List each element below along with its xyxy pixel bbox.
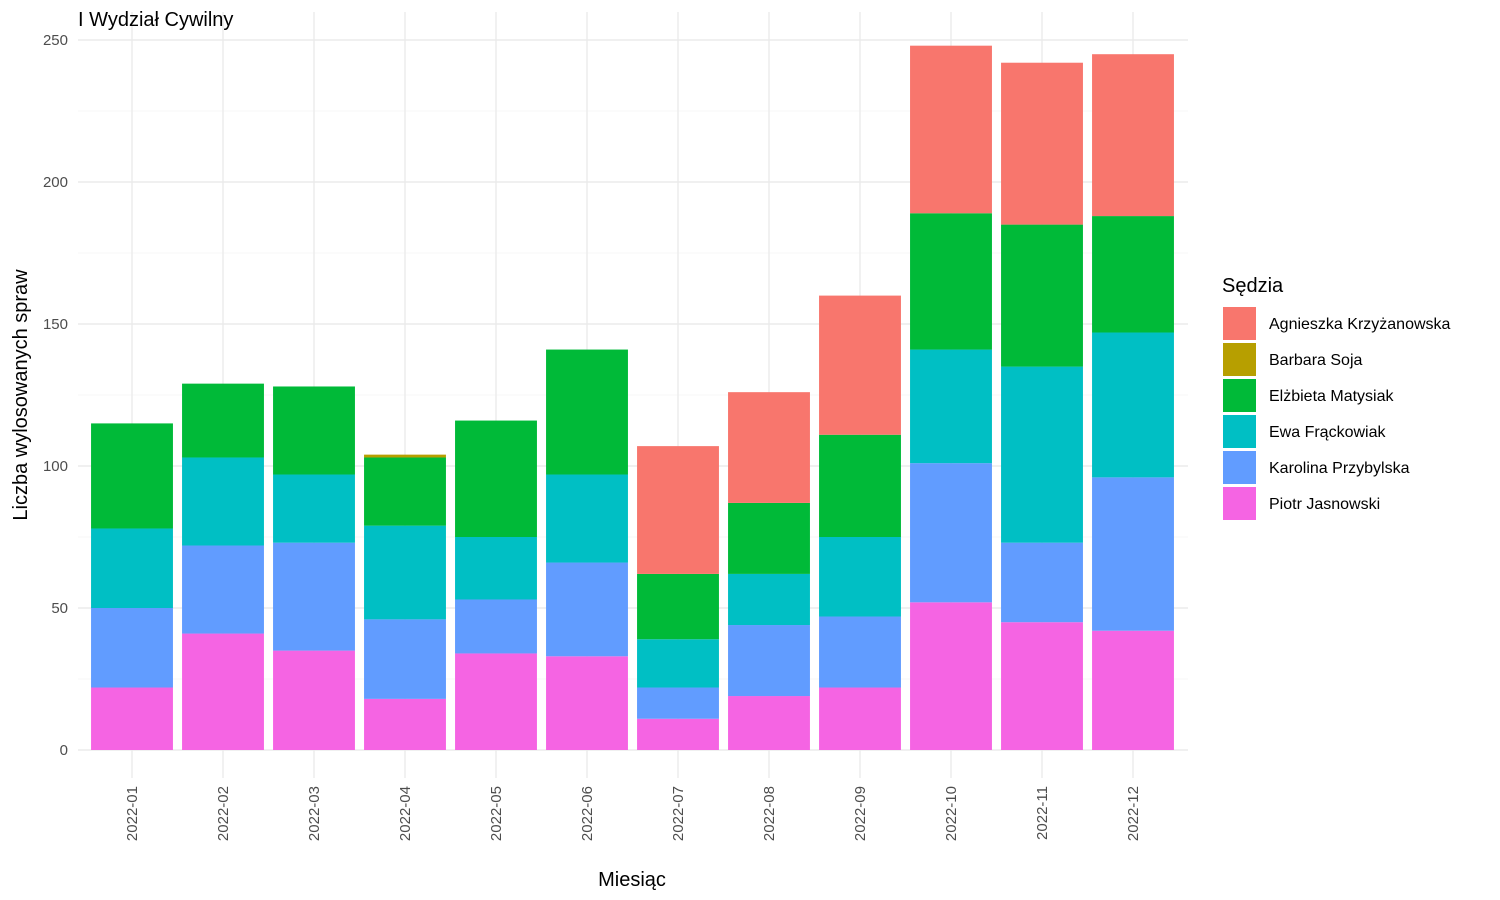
bar-segment — [364, 525, 446, 620]
bar-segment — [910, 45, 992, 214]
bars — [91, 45, 1174, 750]
bar-segment — [819, 295, 901, 435]
bar-segment — [819, 537, 901, 617]
bar-segment — [728, 625, 810, 697]
bar-segment — [273, 386, 355, 475]
bar-segment — [1092, 477, 1174, 631]
bar-segment — [91, 687, 173, 750]
bar-segment — [91, 423, 173, 529]
bar-segment — [637, 687, 719, 719]
bar-segment — [637, 573, 719, 640]
bar-segment — [91, 608, 173, 688]
bar-segment — [910, 213, 992, 350]
x-tick-label: 2022-07 — [670, 786, 687, 841]
x-tick-label: 2022-06 — [579, 786, 596, 841]
bar-segment — [910, 463, 992, 603]
x-axis-ticks: 2022-01 2022-02 2022-03 2022-04 2022-05 2022-… — [124, 786, 1142, 841]
bar-segment — [728, 392, 810, 503]
x-tick-label: 2022-09 — [852, 786, 869, 841]
bar-segment — [819, 616, 901, 688]
bar-segment — [455, 420, 537, 537]
x-tick-label: 2022-12 — [1125, 786, 1142, 841]
legend-swatch — [1223, 379, 1256, 412]
bar-segment — [364, 698, 446, 750]
legend-swatch — [1223, 307, 1256, 340]
bar-segment — [637, 446, 719, 574]
bar-segment — [637, 718, 719, 750]
bar-segment — [273, 650, 355, 750]
bar-segment — [728, 502, 810, 574]
legend-swatch — [1223, 343, 1256, 376]
bar-segment — [364, 454, 446, 458]
bar-segment — [728, 573, 810, 626]
legend-label: Karolina Przybylska — [1269, 460, 1410, 477]
bar-segment — [910, 349, 992, 464]
bar-segment — [273, 474, 355, 543]
bar-segment — [182, 383, 264, 458]
bar-segment — [364, 457, 446, 526]
y-tick-label: 150 — [43, 316, 68, 333]
bar-segment — [182, 457, 264, 546]
y-axis-title: Liczba wylosowanych spraw — [10, 269, 32, 521]
bar-segment — [1001, 62, 1083, 225]
x-tick-label: 2022-10 — [943, 786, 960, 841]
y-tick-label: 200 — [43, 174, 68, 191]
legend-swatch — [1223, 487, 1256, 520]
bar-segment — [1001, 542, 1083, 623]
bar-segment — [455, 537, 537, 600]
x-axis-title: Miesiąc — [598, 869, 666, 891]
legend-title: Sędzia — [1222, 275, 1284, 297]
legend-swatch — [1223, 415, 1256, 448]
bar-segment — [546, 562, 628, 657]
legend-label: Ewa Frąckowiak — [1269, 424, 1386, 441]
bar-segment — [546, 656, 628, 750]
bar-segment — [273, 542, 355, 651]
bar-segment — [91, 528, 173, 608]
bar-segment — [819, 434, 901, 537]
legend: Sędzia Agnieszka Krzyżanowska Barbara Soj… — [1222, 275, 1451, 520]
x-tick-label: 2022-03 — [306, 786, 323, 841]
bar-segment — [455, 599, 537, 654]
legend-label: Agnieszka Krzyżanowska — [1269, 316, 1451, 333]
x-tick-label: 2022-08 — [761, 786, 778, 841]
bar-segment — [1092, 54, 1174, 217]
bar-segment — [455, 653, 537, 750]
x-tick-label: 2022-11 — [1034, 786, 1051, 840]
x-tick-label: 2022-02 — [215, 786, 232, 841]
legend-swatch — [1223, 451, 1256, 484]
bar-segment — [1001, 366, 1083, 543]
bar-segment — [1001, 224, 1083, 367]
chart-title: I Wydział Cywilny — [78, 9, 233, 31]
bar-segment — [182, 633, 264, 750]
legend-label: Barbara Soja — [1269, 352, 1362, 369]
bar-segment — [1092, 332, 1174, 478]
y-tick-label: 250 — [43, 32, 68, 49]
y-tick-label: 0 — [60, 742, 68, 759]
bar-segment — [182, 545, 264, 634]
bar-segment — [910, 602, 992, 750]
x-tick-label: 2022-05 — [488, 786, 505, 841]
y-tick-label: 100 — [43, 458, 68, 475]
y-tick-label: 50 — [51, 600, 68, 617]
bar-segment — [546, 349, 628, 475]
bar-segment — [1092, 630, 1174, 750]
legend-label: Piotr Jasnowski — [1269, 496, 1380, 513]
x-tick-label: 2022-01 — [124, 786, 141, 841]
bar-segment — [819, 687, 901, 750]
bar-segment — [637, 639, 719, 688]
x-tick-label: 2022-04 — [397, 786, 414, 841]
bar-segment — [728, 696, 810, 750]
bar-segment — [1092, 216, 1174, 333]
bar-segment — [364, 619, 446, 699]
bar-segment — [546, 474, 628, 563]
y-axis-ticks: 0 50 100 150 200 250 — [43, 32, 68, 759]
legend-label: Elżbieta Matysiak — [1269, 388, 1394, 405]
bar-segment — [1001, 622, 1083, 750]
